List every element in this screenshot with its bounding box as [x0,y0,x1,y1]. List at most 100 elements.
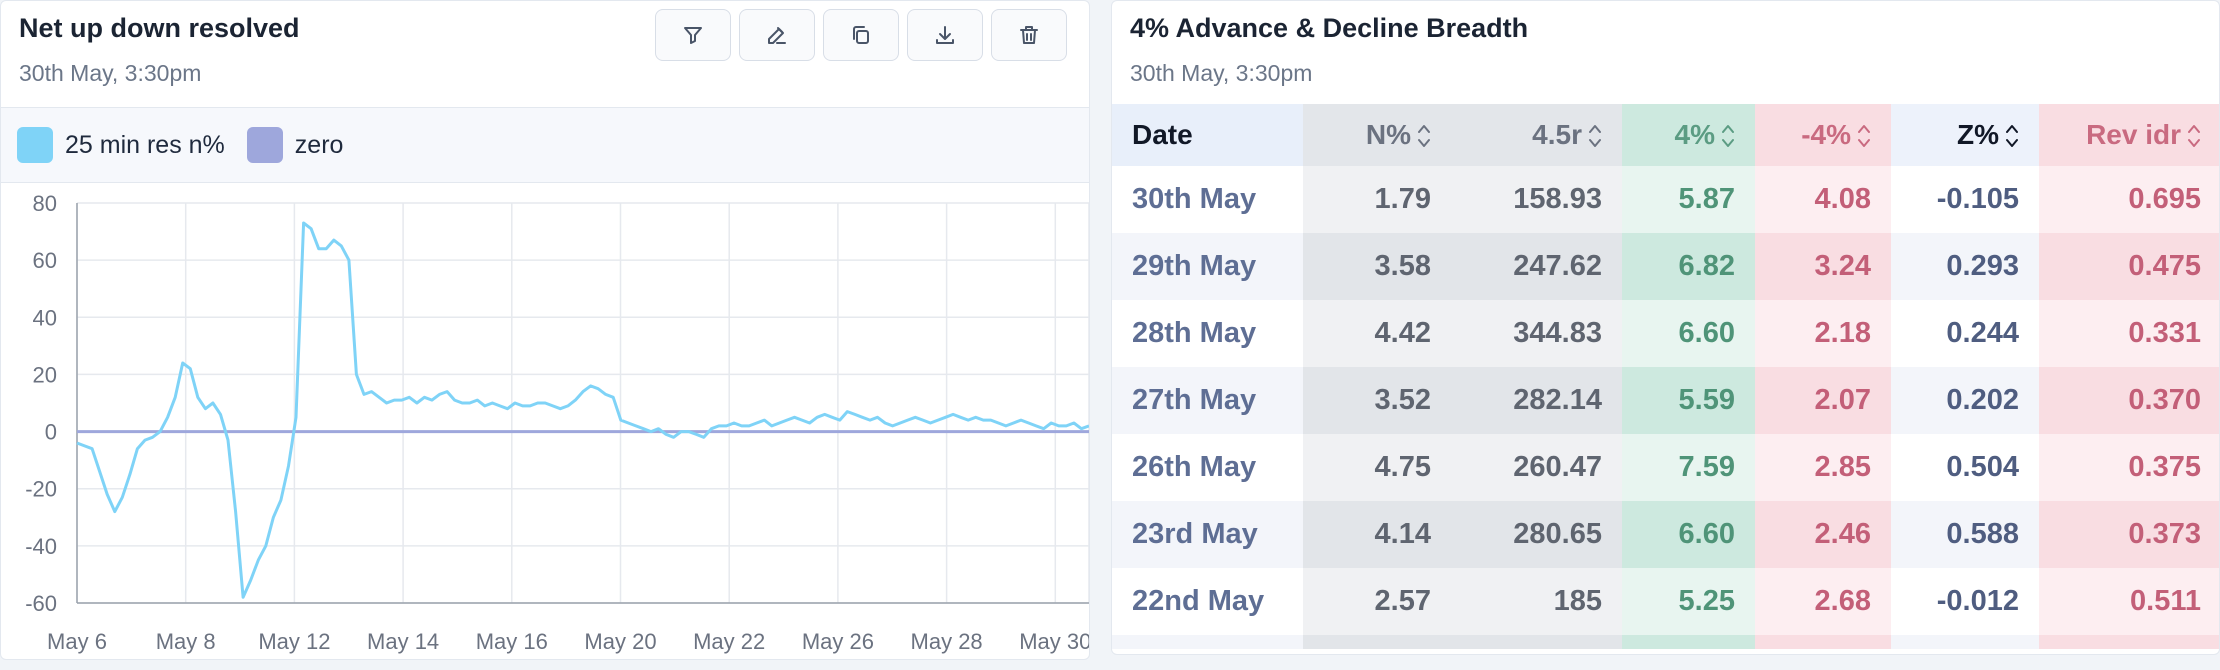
sort-icon[interactable] [2005,121,2019,151]
cell-up-4pct: 5.59 [1622,367,1755,434]
x-tick-label: May 26 [802,629,874,654]
cell-ratio-4-5: 158.93 [1451,166,1622,233]
cell-n-pct: 2.57 [1303,568,1451,635]
x-tick-label: May 20 [584,629,656,654]
column-header-date: Date [1112,104,1303,166]
sort-icon[interactable] [2187,121,2201,151]
panel-subtitle: 30th May, 3:30pm [19,60,202,86]
cell-rev-idr: 0.331 [2039,300,2219,367]
x-tick-label: May 8 [156,629,216,654]
y-tick-label: -20 [25,477,57,502]
cell-ratio-4-5: 247.62 [1451,233,1622,300]
table-row[interactable]: 29th May 3.58 247.62 6.82 3.24 0.293 0.475 [1112,233,2219,300]
cell-date: 23rd May [1112,501,1303,568]
table-row[interactable]: 27th May 3.52 282.14 5.59 2.07 0.202 0.370 [1112,367,2219,434]
legend-swatch-series [17,127,53,163]
x-tick-label: May 12 [258,629,330,654]
column-header-label: 4.5r [1532,118,1582,150]
column-header-label: Date [1132,119,1193,150]
column-header-up-4pct[interactable]: 4% [1622,104,1755,166]
cell-z-pct: 0.202 [1891,367,2039,434]
cell-date: 28th May [1112,300,1303,367]
legend-item-zero[interactable]: zero [246,127,343,163]
cell-ratio-4-5: 344.83 [1451,300,1622,367]
edit-button[interactable] [739,9,815,61]
legend-item-series[interactable]: 25 min res n% [17,127,225,163]
sort-icon[interactable] [1417,121,1431,151]
cell-date: 22nd May [1112,568,1303,635]
x-tick-label: May 16 [476,629,548,654]
column-header-rev-idr[interactable]: Rev idr [2039,104,2219,166]
y-tick-label: -40 [25,534,57,559]
table-body: 30th May 1.79 158.93 5.87 4.08 -0.105 0.695 29t… [1112,166,2219,649]
download-icon [936,26,954,44]
cell-n-pct: 4.75 [1303,434,1451,501]
x-tick-label: May 6 [47,629,107,654]
line-chart: 80 60 40 20 0 -20 -40 -60 May 6 May 8 May 12 May 14… [1,183,1089,659]
legend-swatch-zero [246,127,283,163]
filter-icon [684,27,702,44]
cell-z-pct: 0.588 [1891,501,2039,568]
cell-rev-idr: 0.370 [2039,367,2219,434]
cell-n-pct: 1.79 [1303,166,1451,233]
x-tick-label: May 14 [367,629,439,654]
table-row[interactable]: 23rd May 4.14 280.65 6.60 2.46 0.588 0.373 [1112,501,2219,568]
table-row-partial [1112,635,2219,649]
cell-ratio-4-5: 282.14 [1451,367,1622,434]
cell-rev-idr: 0.695 [2039,166,2219,233]
copy-icon [853,26,869,44]
table-row[interactable]: 28th May 4.42 344.83 6.60 2.18 0.244 0.331 [1112,300,2219,367]
table-row[interactable]: 22nd May 2.57 185 5.25 2.68 -0.012 0.511 [1112,568,2219,635]
panel-title: Net up down resolved [19,13,300,43]
cell-rev-idr: 0.373 [2039,501,2219,568]
breadth-table-panel: 4% Advance & Decline Breadth 30th May, 3… [1111,0,2220,655]
copy-button[interactable] [823,9,899,61]
sort-icon[interactable] [1588,121,1602,151]
cell-n-pct: 4.42 [1303,300,1451,367]
cell-n-pct: 3.52 [1303,367,1451,434]
cell-z-pct: 0.244 [1891,300,2039,367]
series-line-25-min-res [76,221,1089,599]
table-row[interactable]: 30th May 1.79 158.93 5.87 4.08 -0.105 0.695 [1112,166,2219,233]
column-header-ratio-4-5[interactable]: 4.5r [1451,104,1622,166]
cell-down-4pct: 2.18 [1755,300,1891,367]
cell-up-4pct: 5.25 [1622,568,1755,635]
cell-z-pct: -0.105 [1891,166,2039,233]
cell-empty [1755,635,1891,649]
download-button[interactable] [907,9,983,61]
cell-empty [1303,635,1451,649]
chart-svg: 80 60 40 20 0 -20 -40 -60 May 6 May 8 May 12 May 14… [25,191,1089,654]
cell-n-pct: 4.14 [1303,501,1451,568]
table-header-row: Date N% 4.5r 4% -4% Z% Rev idr [1112,104,2219,166]
filter-button[interactable] [655,9,731,61]
edit-icon [768,27,786,44]
x-tick-label: May 28 [911,629,983,654]
y-tick-label: 80 [33,191,57,216]
cell-date: 27th May [1112,367,1303,434]
cell-ratio-4-5: 280.65 [1451,501,1622,568]
table-row[interactable]: 26th May 4.75 260.47 7.59 2.85 0.504 0.375 [1112,434,2219,501]
column-header-label: -4% [1801,118,1851,150]
cell-down-4pct: 3.24 [1755,233,1891,300]
trash-icon [1020,26,1038,44]
cell-up-4pct: 6.60 [1622,300,1755,367]
column-header-down-4pct[interactable]: -4% [1755,104,1891,166]
cell-ratio-4-5: 260.47 [1451,434,1622,501]
chart-legend: 25 min res n% zero [1,107,1089,183]
sort-icon[interactable] [1721,121,1735,151]
y-tick-label: 60 [33,248,57,273]
sort-icon[interactable] [1857,121,1871,151]
cell-empty [1622,635,1755,649]
cell-z-pct: -0.012 [1891,568,2039,635]
y-tick-label: 0 [45,420,57,445]
cell-up-4pct: 6.60 [1622,501,1755,568]
cell-ratio-4-5: 185 [1451,568,1622,635]
delete-button[interactable] [991,9,1067,61]
cell-date: 26th May [1112,434,1303,501]
cell-rev-idr: 0.511 [2039,568,2219,635]
column-header-label: Rev idr [2086,118,2181,150]
cell-empty [1451,635,1622,649]
column-header-z-pct[interactable]: Z% [1891,104,2039,166]
cell-down-4pct: 4.08 [1755,166,1891,233]
column-header-n-pct[interactable]: N% [1303,104,1451,166]
